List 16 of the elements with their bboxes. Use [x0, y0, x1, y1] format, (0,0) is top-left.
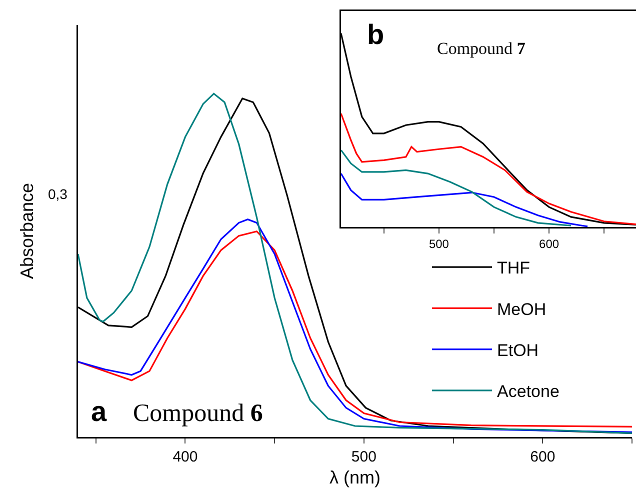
legend-label: THF: [497, 258, 530, 278]
legend-label: MeOH: [497, 300, 546, 319]
legend-label: EtOH: [497, 340, 539, 360]
x-tick-label: 400: [172, 448, 198, 466]
annotation: b: [367, 19, 384, 50]
annotation: Compound 6: [133, 400, 263, 427]
y-axis-title: Absorbance: [16, 182, 37, 280]
x-tick-label: 600: [530, 448, 556, 466]
x-tick-label: 600: [539, 236, 560, 251]
text: 0,3: [48, 186, 68, 202]
x-tick-label: 500: [428, 236, 450, 251]
annotation: Compound 7: [437, 39, 526, 58]
annotation: a: [91, 396, 107, 427]
x-axis-title: λ (nm): [330, 467, 380, 488]
x-tick-label: 500: [351, 448, 376, 466]
legend-label: Acetone: [497, 382, 560, 402]
